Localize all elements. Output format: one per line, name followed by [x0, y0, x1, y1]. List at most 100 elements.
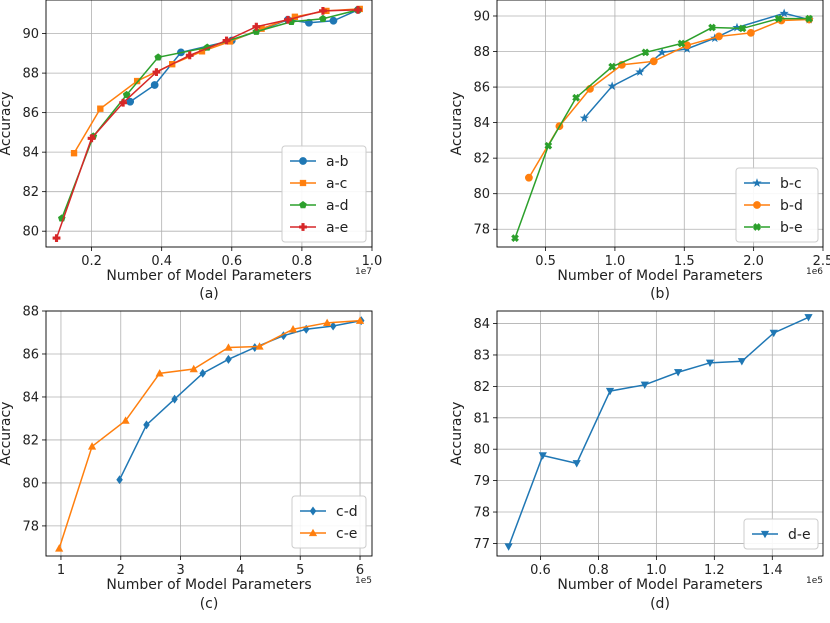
data-point-a-d — [122, 90, 131, 99]
y-tick-label: 82 — [473, 152, 490, 167]
panel-caption: (a) — [199, 286, 219, 302]
legend-label-b-e: b-e — [780, 220, 803, 236]
y-tick-label: 86 — [473, 81, 490, 96]
data-point-d-e — [705, 359, 715, 368]
y-tick-label: 80 — [22, 225, 39, 240]
x-tick-label: 1.0 — [362, 254, 383, 269]
data-point-c-e — [224, 343, 233, 351]
legend: a-b a-c a-d a-e — [281, 145, 367, 243]
x-tick-label: 0.6 — [530, 563, 551, 578]
data-point-b-c — [607, 81, 617, 91]
data-point-b-d — [649, 57, 658, 66]
x-tick-label: 0.6 — [221, 254, 242, 269]
data-point-c-d — [199, 368, 206, 378]
x-offset-label: 1e5 — [806, 576, 823, 586]
data-point-b-e — [738, 24, 747, 33]
data-point-d-e — [605, 387, 615, 396]
data-point-c-d — [225, 354, 232, 364]
chart-panel-3: 1 2 3 4 5 6 78 80 82 84 86 88 1e5 Number of Model Par… — [0, 305, 373, 612]
legend: c-d c-e — [291, 495, 367, 549]
data-point-d-e — [538, 452, 547, 460]
data-point-b-e — [708, 23, 716, 32]
y-tick-label: 82 — [22, 433, 39, 448]
y-tick-label: 79 — [473, 474, 490, 489]
data-point-d-e — [674, 369, 683, 377]
data-point-a-c — [70, 149, 78, 157]
data-point-a-e — [119, 98, 128, 107]
series-line-c-e — [58, 319, 361, 549]
legend-label-a-d: a-d — [326, 198, 349, 214]
x-offset-label: 1e6 — [806, 267, 823, 277]
data-point-a-e — [52, 234, 61, 243]
y-tick-label: 84 — [22, 146, 39, 161]
data-point-b-e — [544, 141, 553, 150]
data-point-c-e — [155, 369, 164, 377]
data-point-b-c — [657, 47, 667, 57]
series-line-b-d — [528, 18, 810, 179]
data-point-b-c — [635, 67, 645, 76]
data-point-d-e — [572, 460, 581, 468]
x-tick-label: 2.5 — [813, 254, 830, 269]
data-point-c-e — [87, 442, 97, 450]
data-point-a-b — [329, 16, 338, 25]
data-point-a-e — [354, 5, 362, 14]
data-point-b-e — [572, 93, 580, 102]
y-tick-label: 90 — [473, 9, 490, 24]
y-tick-label: 78 — [473, 223, 490, 238]
data-point-d-e — [804, 314, 813, 322]
x-tick-label: 2 — [117, 563, 125, 578]
data-point-c-e — [323, 318, 332, 326]
data-point-a-d — [252, 27, 261, 35]
y-axis-label: Accuracy — [0, 92, 14, 156]
legend-box — [743, 518, 819, 550]
data-point-d-e — [504, 543, 513, 551]
data-point-b-e — [608, 62, 617, 71]
data-point-a-e — [252, 22, 261, 31]
axes-frame — [496, 0, 824, 248]
axes-frame — [45, 0, 373, 248]
legend-marker-c-e — [308, 528, 318, 537]
y-tick-label: 86 — [22, 347, 39, 362]
data-point-c-e — [121, 416, 130, 424]
x-tick-label: 6 — [356, 563, 364, 578]
y-axis-label: Accuracy — [0, 402, 14, 466]
data-point-a-b — [150, 81, 159, 89]
legend-marker-a-d — [299, 201, 307, 209]
x-offset-label: 1e5 — [355, 576, 372, 586]
x-axis-label: Number of Model Parameters — [557, 268, 762, 284]
data-point-c-d — [171, 394, 178, 404]
data-point-b-c — [779, 8, 789, 18]
x-tick-label: 0.4 — [151, 254, 172, 269]
y-tick-label: 90 — [22, 27, 39, 42]
legend-marker-d-e — [760, 530, 770, 539]
y-tick-label: 80 — [473, 187, 490, 202]
legend-label-b-c: b-c — [780, 176, 802, 192]
data-point-c-e — [355, 316, 365, 324]
axes-frame — [496, 310, 824, 557]
legend-marker-a-e — [299, 223, 307, 231]
legend-marker-b-d — [753, 201, 761, 209]
y-tick-label: 84 — [473, 116, 490, 131]
y-tick-label: 88 — [473, 45, 490, 60]
data-point-a-e — [87, 134, 96, 143]
data-point-b-d — [746, 28, 755, 37]
data-point-b-e — [805, 14, 813, 23]
chart-panel-1: 0.2 0.4 0.6 0.8 1.0 80 82 84 86 88 90 1e7 Number of … — [0, 0, 382, 302]
y-tick-label: 84 — [22, 390, 39, 405]
y-tick-label: 83 — [473, 348, 490, 363]
chart-panel-4: 0.6 0.8 1.0 1.2 1.4 77 78 79 80 81 82 83 84 1e5 Number… — [449, 310, 824, 612]
data-point-c-e — [255, 342, 264, 350]
legend-label-d-e: d-e — [788, 527, 811, 543]
data-point-a-e — [283, 15, 292, 24]
data-point-c-e — [55, 544, 64, 552]
data-point-b-e — [677, 39, 686, 48]
series-line-b-e — [514, 17, 810, 239]
panel-caption: (b) — [650, 286, 670, 302]
y-tick-label: 86 — [22, 106, 39, 121]
data-point-b-e — [774, 14, 783, 23]
data-point-a-e — [222, 36, 231, 45]
data-point-c-e — [288, 325, 298, 333]
axes-frame — [45, 310, 373, 557]
legend-box — [281, 145, 367, 243]
x-tick-label: 0.5 — [535, 254, 556, 269]
